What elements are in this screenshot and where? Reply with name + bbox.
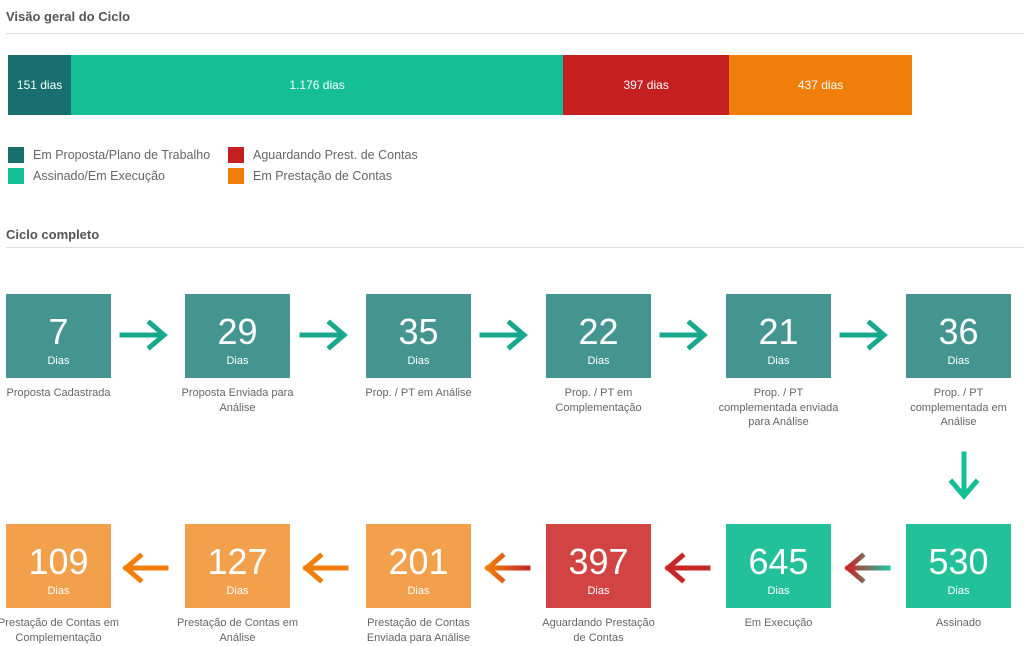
- step-box: 35 Dias: [366, 294, 471, 378]
- step-unit: Dias: [947, 355, 970, 367]
- step-unit: Dias: [587, 355, 610, 367]
- bar-segment: 437 dias: [729, 55, 912, 115]
- segment-label: 437 dias: [797, 78, 844, 92]
- legend-label: Em Prestação de Contas: [253, 169, 392, 183]
- legend-swatch: [8, 168, 24, 184]
- legend-swatch: [228, 168, 244, 184]
- step-label: Prestação de Contas em Análise: [176, 617, 299, 644]
- segment-label: 397 dias: [623, 78, 669, 92]
- bar-segment: 1.176 dias: [71, 55, 564, 115]
- step-label: Prop. / PT complementada enviada para An…: [718, 387, 839, 428]
- step-days: 127: [207, 541, 268, 582]
- section-title: Visão geral do Ciclo: [6, 9, 131, 24]
- step-unit: Dias: [407, 355, 430, 367]
- arrow-left: [844, 552, 891, 584]
- step-box: 397 Dias: [546, 524, 651, 608]
- step-days: 29: [217, 311, 258, 352]
- step-days: 35: [398, 311, 439, 352]
- step-box: 127 Dias: [185, 524, 290, 608]
- step-unit: Dias: [587, 585, 610, 597]
- arrow-right: [119, 319, 888, 351]
- step-label: Proposta Cadastrada: [6, 387, 111, 399]
- step-box: 109 Dias: [6, 524, 111, 608]
- step-unit: Dias: [226, 355, 249, 367]
- step-unit: Dias: [47, 355, 70, 367]
- section-title: Ciclo completo: [6, 227, 100, 242]
- step-label: Prestação de Contas em Complementação: [0, 617, 120, 644]
- step-box: 36 Dias: [906, 294, 1011, 378]
- arrow-left: [484, 552, 531, 584]
- step-box: 29 Dias: [185, 294, 290, 378]
- step-days: 21: [758, 311, 799, 352]
- step-days: 530: [928, 541, 989, 582]
- legend-label: Em Proposta/Plano de Trabalho: [33, 148, 211, 162]
- arrow-left: [664, 552, 711, 584]
- step-label: Prestação de Contas Enviada para Análise: [366, 617, 471, 644]
- step-box: 530 Dias: [906, 524, 1011, 608]
- step-label: Prop. / PT complementada em Análise: [910, 387, 1007, 428]
- segment-label: 1.176 dias: [289, 78, 345, 92]
- step-days: 645: [748, 541, 809, 582]
- arrow-down: [948, 451, 980, 500]
- step-days: 22: [578, 311, 619, 352]
- step-box: 7 Dias: [6, 294, 111, 378]
- step-box: 22 Dias: [546, 294, 651, 378]
- arrow-left: [302, 552, 349, 584]
- step-days: 201: [388, 541, 449, 582]
- step-unit: Dias: [947, 585, 970, 597]
- step-label: Em Execução: [744, 617, 813, 629]
- step-unit: Dias: [767, 355, 790, 367]
- legend-swatch: [8, 147, 24, 163]
- bar-segment: 151 dias: [8, 55, 72, 115]
- step-box: 21 Dias: [726, 294, 831, 378]
- step-days: 36: [938, 311, 979, 352]
- step-days: 7: [48, 311, 69, 352]
- step-label: Aguardando Prestação de Contas: [542, 617, 655, 644]
- bar-segment: 397 dias: [563, 55, 730, 115]
- divider: [6, 33, 1024, 34]
- step-label: Prop. / PT em Complementação: [555, 387, 642, 414]
- arrow-left: [122, 552, 169, 584]
- step-label: Proposta Enviada para Análise: [181, 387, 294, 414]
- step-box: 645 Dias: [726, 524, 831, 608]
- step-label: Prop. / PT em Análise: [365, 387, 472, 399]
- step-days: 109: [28, 541, 89, 582]
- step-unit: Dias: [407, 585, 430, 597]
- step-unit: Dias: [47, 585, 70, 597]
- legend-label: Aguardando Prest. de Contas: [253, 148, 418, 162]
- step-unit: Dias: [226, 585, 249, 597]
- step-unit: Dias: [767, 585, 790, 597]
- step-label: Assinado: [935, 617, 982, 629]
- segment-label: 151 dias: [16, 78, 63, 92]
- legend-label: Assinado/Em Execução: [33, 169, 166, 183]
- legend-swatch: [228, 147, 244, 163]
- step-days: 397: [568, 541, 629, 582]
- divider: [6, 247, 1024, 248]
- step-box: 201 Dias: [366, 524, 471, 608]
